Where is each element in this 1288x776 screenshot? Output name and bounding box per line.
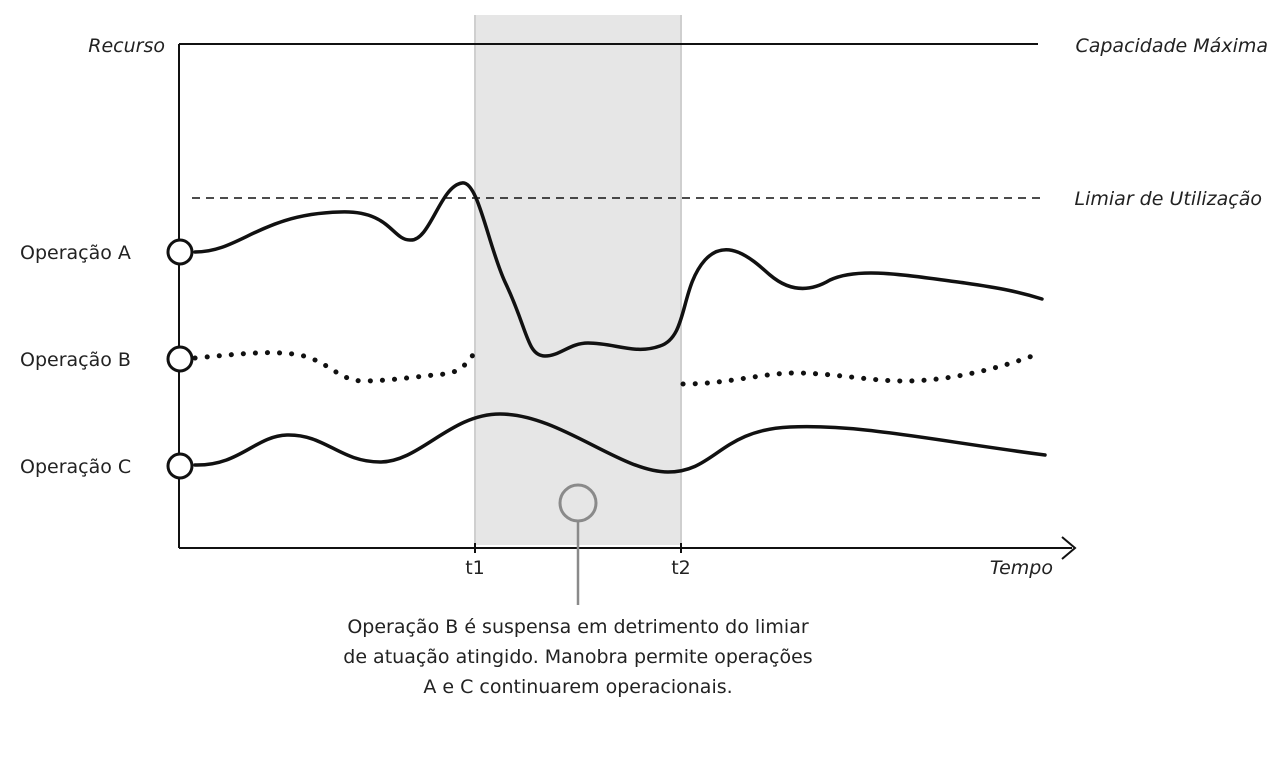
- operation-b-label: Operação B: [20, 349, 131, 371]
- operation-b-curve-before: [192, 347, 479, 384]
- operation-a-curve: [193, 181, 1044, 358]
- operation-c-curve: [193, 412, 1047, 474]
- operation-b-start-marker: [166, 345, 194, 373]
- operation-b-curve-after: [680, 352, 1038, 387]
- operation-a-label: Operação A: [20, 242, 131, 264]
- suspension-window: [475, 15, 681, 545]
- t2-tick-label: t2: [671, 557, 691, 579]
- y-axis-label: Recurso: [88, 35, 165, 57]
- x-axis-arrowhead: [1061, 536, 1077, 560]
- t1-tick-label: t1: [465, 557, 485, 579]
- operation-c-label: Operação C: [20, 456, 131, 478]
- annotation-note: Operação B é suspensa em detrimento do l…: [343, 616, 813, 698]
- threshold-label: Limiar de Utilização: [1075, 188, 1262, 210]
- operation-c-start-marker: [166, 452, 194, 480]
- capacity-label: Capacidade Máxima: [1075, 35, 1268, 57]
- x-axis-label: Tempo: [990, 557, 1053, 579]
- operation-a-start-marker: [166, 238, 194, 266]
